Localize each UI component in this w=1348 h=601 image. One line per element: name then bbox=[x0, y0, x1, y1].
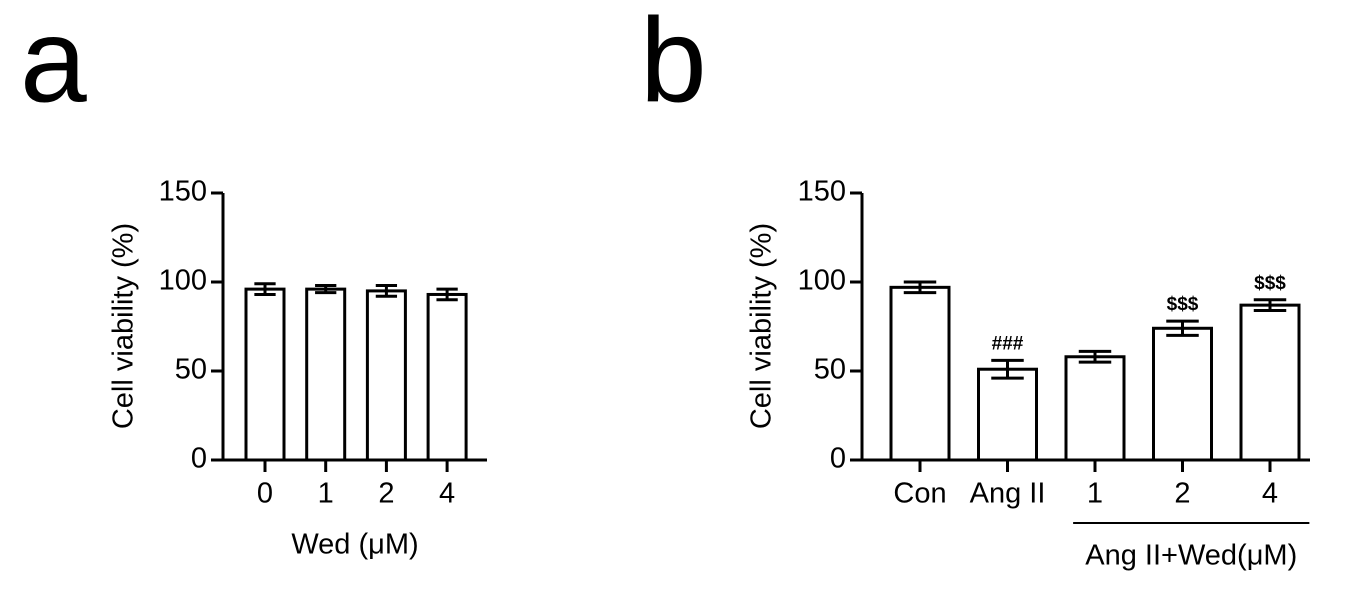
error-bar bbox=[375, 284, 398, 298]
bar bbox=[305, 287, 347, 462]
y-tick-label: 150 bbox=[159, 176, 207, 208]
x-tick-label: 1 bbox=[318, 478, 334, 510]
error-bar bbox=[254, 282, 276, 296]
bar bbox=[889, 285, 951, 462]
x-tick-label: Con bbox=[893, 478, 946, 510]
y-tick-label: 0 bbox=[191, 443, 207, 475]
bar bbox=[1064, 355, 1126, 462]
panel-letter: a bbox=[20, 0, 87, 128]
y-axis-label: Cell viability (%) bbox=[108, 223, 140, 429]
y-axis-label: Cell viability (%) bbox=[746, 223, 778, 429]
error-bar bbox=[991, 358, 1024, 380]
error-bar bbox=[1078, 349, 1112, 364]
x-tick-label: 2 bbox=[1174, 478, 1190, 510]
y-tick-label: 100 bbox=[798, 265, 846, 297]
x-axis-label: Wed (μM) bbox=[291, 529, 418, 561]
x-tick-label: 1 bbox=[1087, 478, 1103, 510]
x-tick-label: 2 bbox=[378, 478, 394, 510]
bar bbox=[1239, 303, 1301, 462]
x-tick-label: 0 bbox=[257, 478, 273, 510]
x-tick-label: 4 bbox=[1262, 478, 1278, 510]
significance-mark: $$$ bbox=[1167, 294, 1199, 315]
bar bbox=[1152, 326, 1213, 462]
significance-mark: ### bbox=[992, 333, 1024, 354]
bar bbox=[426, 292, 468, 462]
error-bar bbox=[315, 284, 337, 295]
y-tick-label: 150 bbox=[798, 176, 846, 208]
x-tick-label: 4 bbox=[439, 478, 455, 510]
bar bbox=[977, 367, 1038, 462]
bar bbox=[365, 289, 407, 462]
y-tick-label: 50 bbox=[814, 354, 846, 386]
bar bbox=[244, 287, 286, 462]
error-bar bbox=[1253, 298, 1287, 312]
group-label: Ang II+Wed(μM) bbox=[1085, 540, 1297, 572]
error-bar bbox=[903, 280, 937, 295]
y-tick-label: 50 bbox=[175, 354, 207, 386]
significance-mark: $$$ bbox=[1254, 273, 1286, 294]
x-tick-label: Ang II bbox=[970, 478, 1046, 510]
y-tick-label: 0 bbox=[830, 443, 846, 475]
error-bar bbox=[436, 287, 458, 302]
y-tick-label: 100 bbox=[159, 265, 207, 297]
error-bar bbox=[1166, 319, 1199, 337]
panel-letter: b bbox=[640, 0, 707, 128]
